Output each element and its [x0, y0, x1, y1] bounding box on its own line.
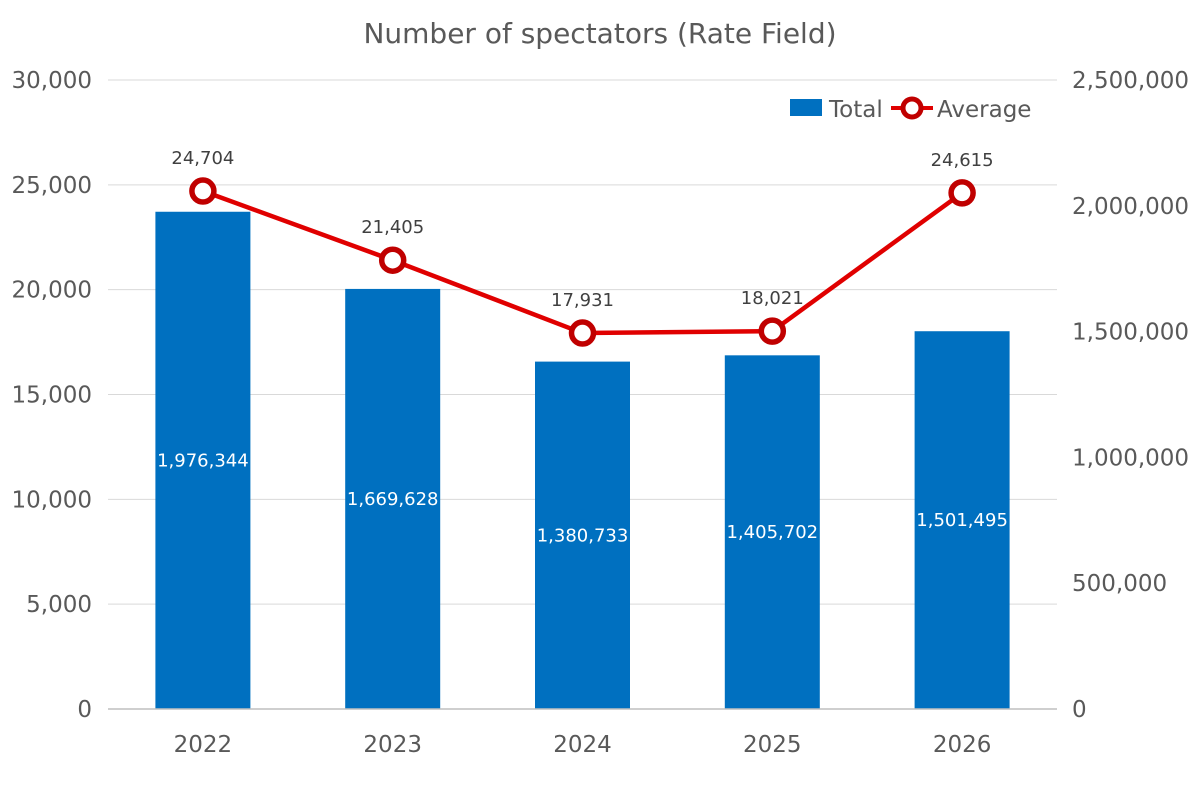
bars-series-total: [155, 211, 1010, 710]
x-tick-label: 2023: [363, 732, 422, 758]
x-tick-label: 2022: [174, 732, 233, 758]
left-tick-label: 0: [77, 697, 92, 723]
average-data-label: 18,021: [741, 288, 804, 309]
bar-label: 1,669,628: [347, 489, 439, 510]
x-axis: 2022 2023 2024 2025 2026: [108, 708, 1057, 758]
bar-total-2022: [155, 211, 251, 710]
left-y-axis: 0 5,000 10,000 15,000 20,000 25,000 30,000: [12, 68, 92, 723]
left-tick-label: 20,000: [12, 278, 92, 304]
average-marker-2023: [378, 246, 407, 274]
bar-total-2023: [345, 288, 441, 709]
left-tick-label: 10,000: [12, 487, 92, 513]
legend-label-average: Average: [937, 97, 1031, 123]
right-tick-label: 0: [1072, 697, 1087, 723]
bar-total-2025: [724, 355, 820, 709]
right-y-axis: 0 500,000 1,000,000 1,500,000 2,000,000 2,500…: [1072, 68, 1189, 723]
bar-total-2024: [535, 361, 630, 709]
right-tick-label: 1,000,000: [1072, 445, 1189, 471]
left-tick-label: 25,000: [12, 173, 92, 199]
bar-label: 1,976,344: [157, 450, 249, 471]
legend-label-total: Total: [828, 97, 883, 123]
average-line: [202, 188, 964, 336]
average-data-label: 17,931: [551, 290, 614, 311]
left-tick-label: 5,000: [26, 592, 92, 618]
average-marker-2024: [568, 319, 597, 347]
bar-total-2026: [914, 331, 1010, 709]
bar-label: 1,501,495: [916, 510, 1008, 531]
average-marker-2025: [758, 317, 787, 345]
legend-swatch-average-marker: [900, 96, 924, 120]
x-tick-label: 2024: [553, 732, 612, 758]
left-tick-label: 15,000: [12, 383, 92, 409]
average-data-label: 24,615: [931, 150, 994, 171]
line-series-average: 24,704 21,405 17,931 18,021 24,615: [171, 148, 994, 347]
bar-label: 1,380,733: [537, 525, 629, 546]
right-tick-label: 2,000,000: [1072, 194, 1189, 220]
chart-title: Number of spectators (Rate Field): [363, 17, 836, 50]
x-tick-label: 2025: [743, 732, 802, 758]
bar-label: 1,405,702: [726, 522, 818, 543]
x-tick-label: 2026: [933, 732, 992, 758]
legend-swatch-total: [790, 99, 822, 116]
average-data-label: 24,704: [171, 148, 234, 169]
average-marker-2022: [189, 177, 217, 205]
left-tick-label: 30,000: [12, 68, 92, 94]
right-tick-label: 2,500,000: [1072, 68, 1189, 94]
average-marker-2026: [948, 179, 976, 207]
legend: Total Average: [790, 96, 1031, 123]
bar-data-labels: 1,976,344 1,669,628 1,380,733 1,405,702 1,50…: [157, 450, 1008, 546]
average-data-label: 21,405: [361, 217, 424, 238]
right-tick-label: 1,500,000: [1072, 320, 1189, 346]
right-tick-label: 500,000: [1072, 571, 1167, 597]
